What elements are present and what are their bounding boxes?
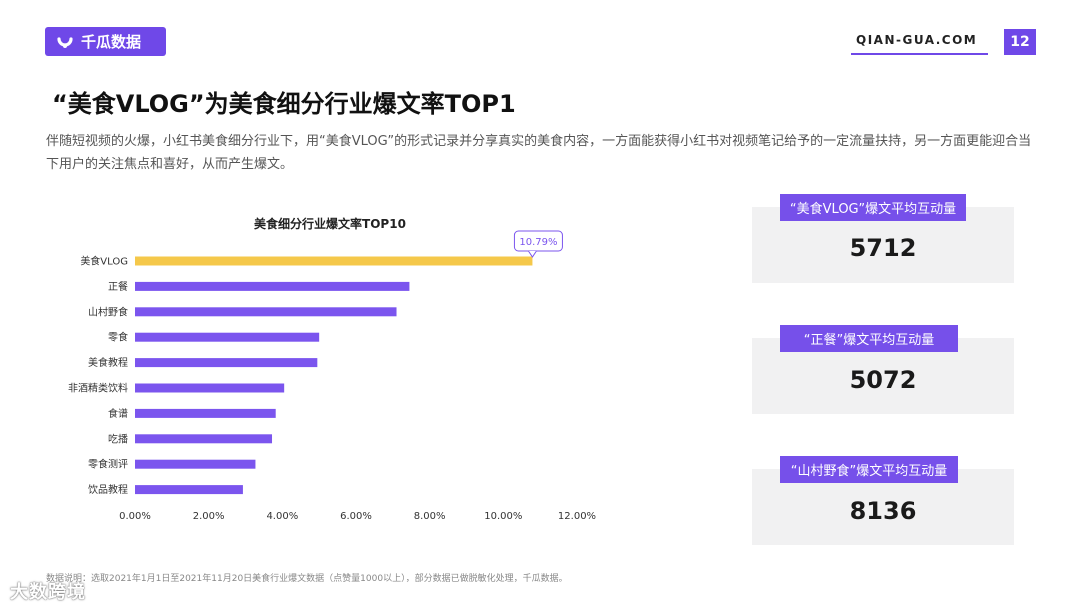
category-label: 零食测评 [88, 458, 128, 471]
bar [135, 459, 256, 469]
bar [135, 358, 318, 368]
category-label: 山村野食 [88, 305, 128, 318]
x-tick-label: 10.00% [484, 511, 522, 522]
callout-pointer [528, 250, 537, 258]
bar [135, 281, 410, 291]
highlight-callout: 10.79% [513, 230, 563, 258]
brand-name: 千瓜数据 [81, 33, 142, 51]
bar [135, 307, 397, 317]
category-label: 零食 [108, 331, 128, 344]
chart-title: 美食细分行业爆文率TOP10 [254, 216, 406, 231]
callout-box [513, 230, 563, 252]
bar [135, 485, 243, 495]
category-label: 饮品教程 [88, 483, 128, 496]
brand-logo: 千瓜数据 [45, 27, 166, 56]
x-tick-label: 12.00% [558, 511, 596, 522]
category-label: 美食教程 [88, 356, 128, 369]
x-tick-label: 8.00% [414, 511, 446, 522]
qiangua-logo-icon [57, 36, 73, 48]
page-description: 伴随短视频的火爆，小红书美食细分行业下，用“美食VLOG”的形式记录并分享真实的… [46, 134, 1032, 172]
page-title: “美食VLOG”为美食细分行业爆文率TOP1 [52, 90, 516, 118]
bar-chart: 美食细分行业爆文率TOP10 美食VLOG 正餐山村野食零食美食教程非酒精类饮料食… [68, 216, 596, 522]
bar [135, 434, 273, 444]
bar [135, 332, 320, 342]
card-3-label: “山村野食”爆文平均互动量 [780, 456, 958, 483]
card-1-label: “美食VLOG”爆文平均互动量 [780, 194, 966, 221]
category-label: 美食VLOG [80, 255, 128, 268]
category-label: 食谱 [108, 407, 128, 420]
x-tick-label: 4.00% [266, 511, 298, 522]
site-url: QIAN-GUA.COM [856, 33, 978, 47]
card-3-value: 8136 [849, 497, 917, 525]
card-1-value: 5712 [849, 234, 917, 262]
category-label: 非酒精类饮料 [68, 382, 128, 395]
bar [135, 256, 533, 266]
category-label: 吃播 [108, 432, 128, 445]
watermark: 大数跨境 [10, 582, 86, 603]
header-divider [851, 53, 988, 55]
category-label: 正餐 [108, 280, 128, 293]
x-tick-label: 0.00% [119, 511, 151, 522]
bar [135, 408, 276, 418]
page-number: 12 [1004, 29, 1036, 55]
footnote: 数据说明：选取2021年1月1日至2021年11月20日美食行业爆文数据（点赞量… [46, 574, 568, 584]
x-tick-label: 2.00% [193, 511, 225, 522]
card-2-label: “正餐”爆文平均互动量 [780, 325, 958, 352]
bar [135, 383, 285, 393]
card-2-value: 5072 [849, 366, 917, 394]
highlight-data-label: 10.79% [519, 237, 557, 248]
x-tick-label: 6.00% [340, 511, 372, 522]
